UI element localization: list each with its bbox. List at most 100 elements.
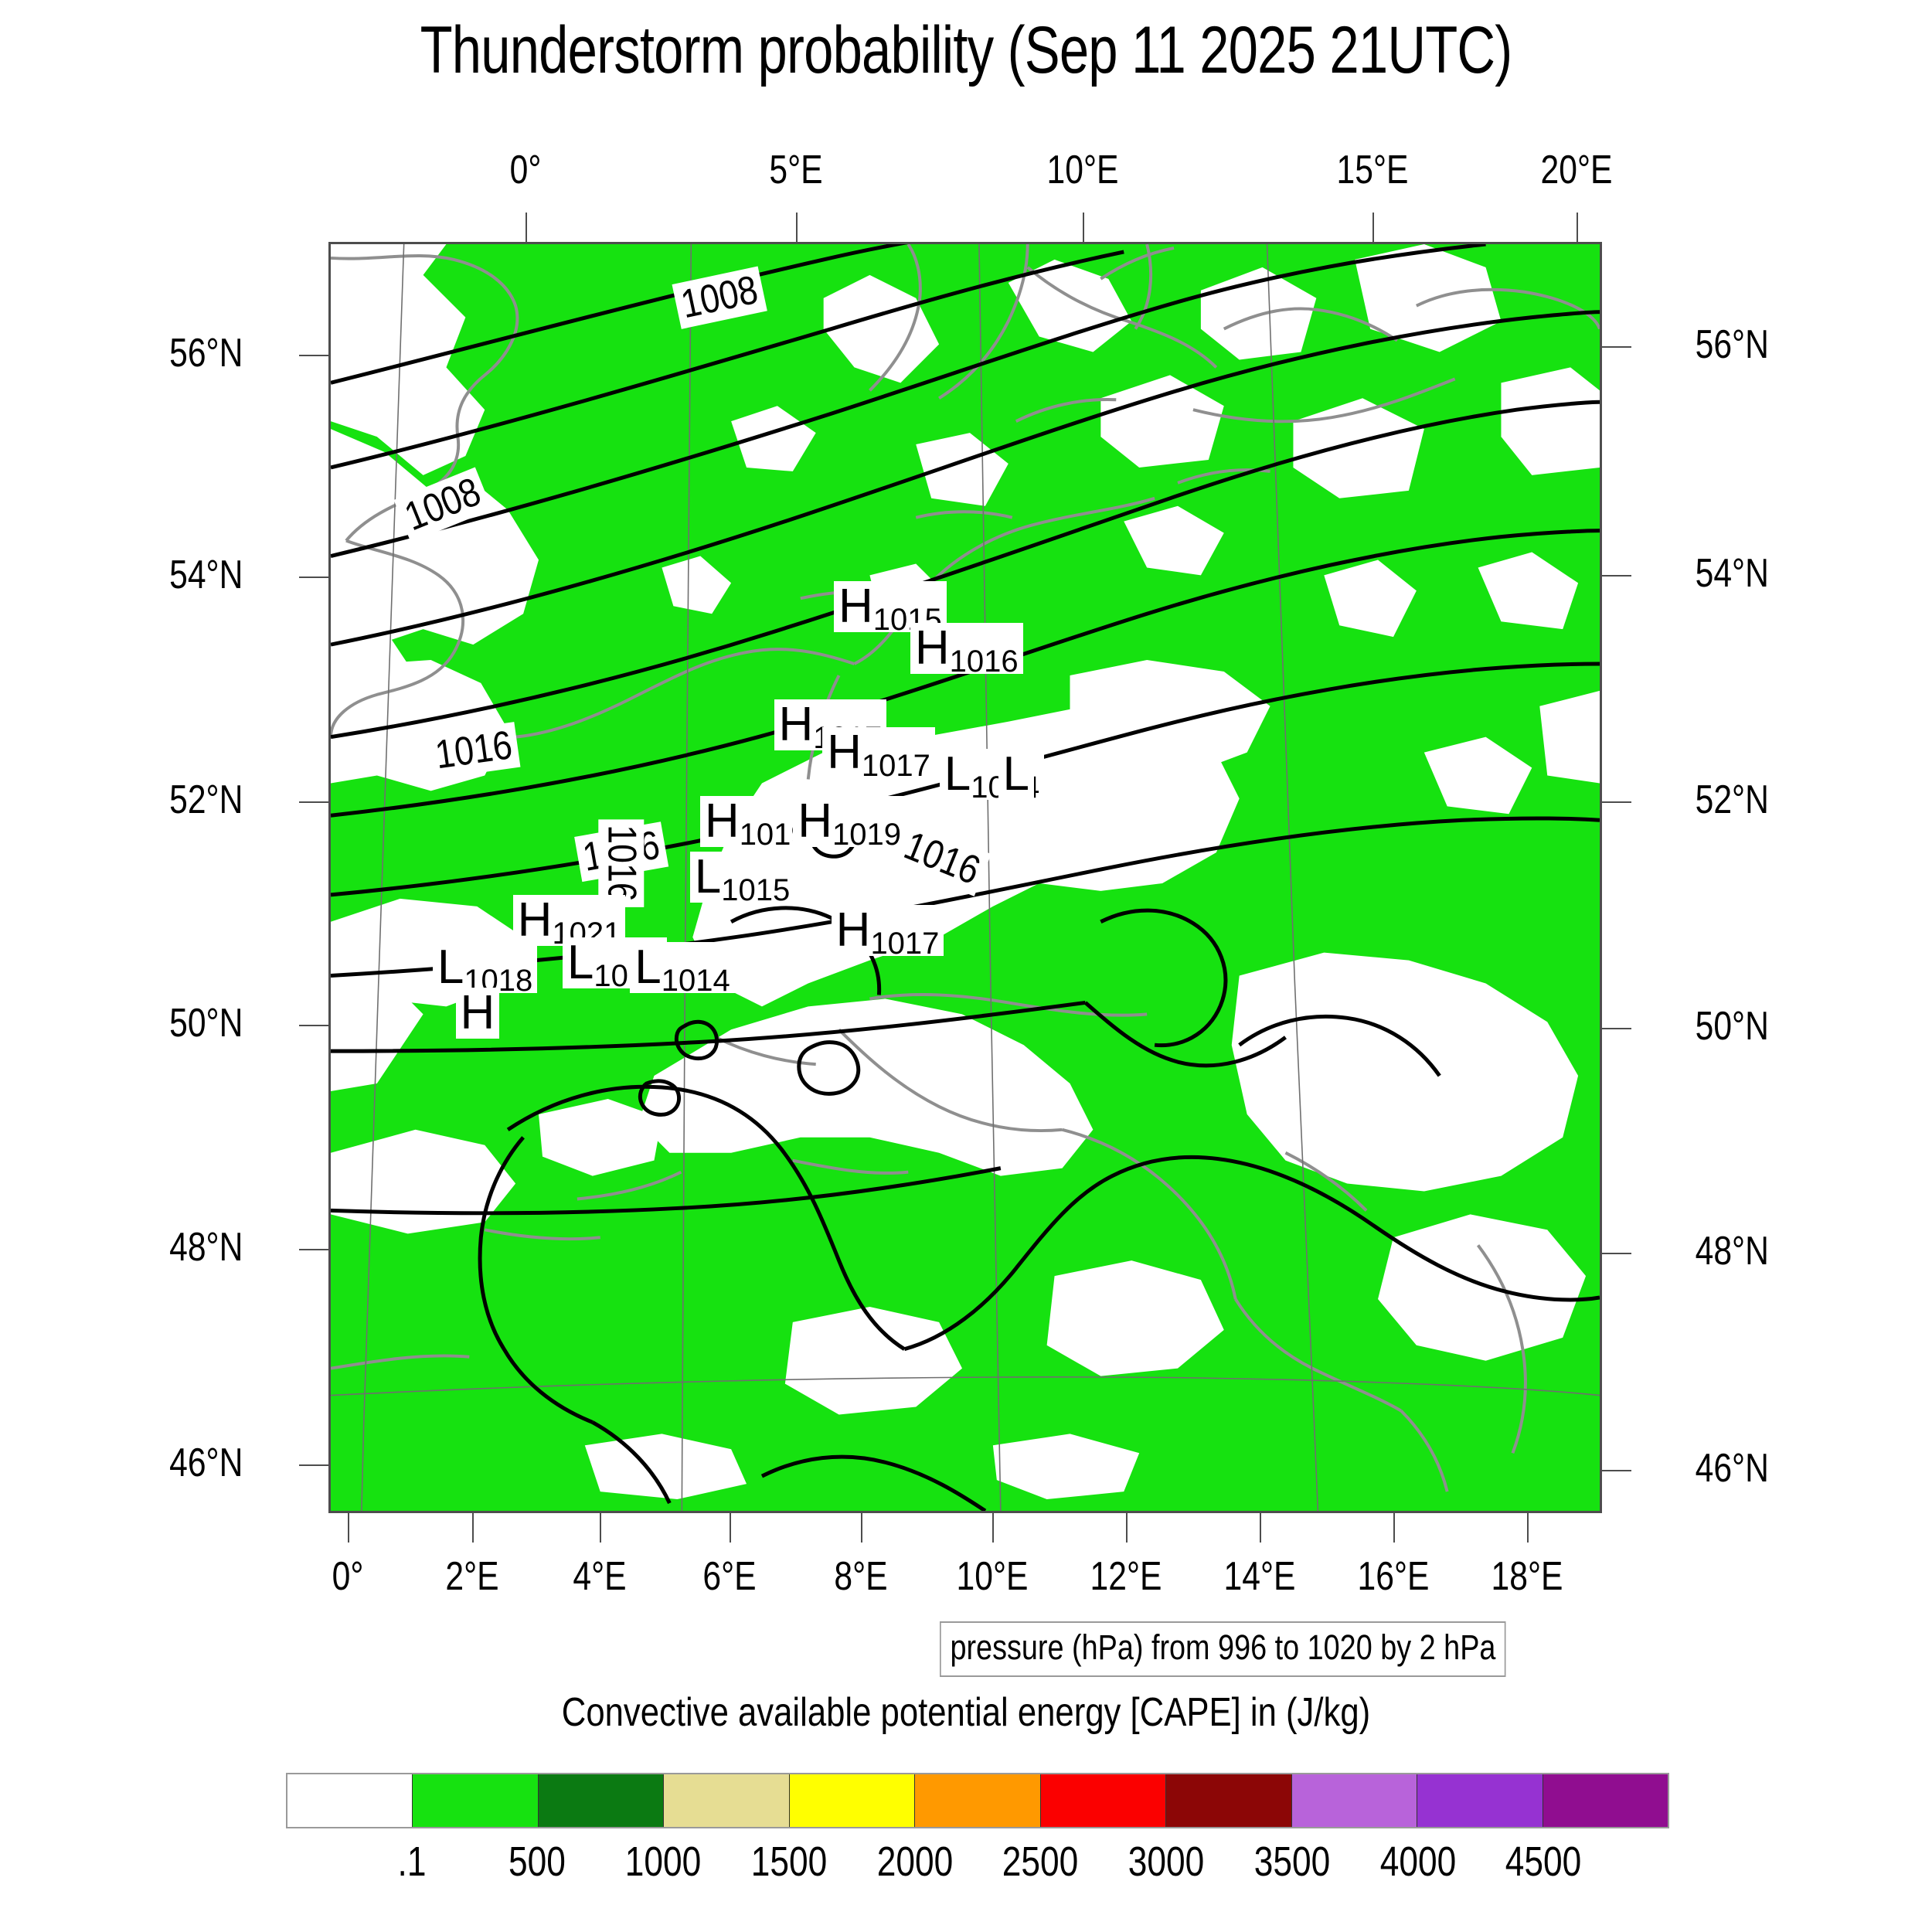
colorbar-swatch-2[interactable] [537, 1774, 664, 1827]
top-tick-label-1: 5°E [769, 148, 823, 192]
bottom-tick-label-4: 8°E [834, 1554, 888, 1599]
bottom-tick-label-2: 4°E [573, 1554, 627, 1599]
colorbar-swatch-8[interactable] [1291, 1774, 1417, 1827]
top-tick-label-0: 0° [510, 148, 542, 192]
pressure-center-high-14: H [455, 986, 500, 1040]
colorbar-swatch-4[interactable] [788, 1774, 915, 1827]
right-tick-label-0: 56°N [1695, 321, 1769, 367]
pressure-center-type: H [704, 794, 740, 848]
colorbar-tick-0: .1 [397, 1838, 427, 1885]
bottom-tick-label-8: 16°E [1357, 1554, 1430, 1599]
cape-colorbar[interactable] [286, 1773, 1669, 1828]
right-tick-mark-4 [1602, 1252, 1631, 1254]
pressure-center-type: H [835, 903, 871, 957]
pressure-center-type: H [798, 794, 832, 848]
isobar-layer [331, 244, 1600, 1511]
pressure-center-type: L [944, 747, 971, 801]
bottom-tick-mark-9 [1526, 1513, 1529, 1543]
right-tick-mark-5 [1602, 1470, 1631, 1472]
pressure-center-type: H [838, 579, 873, 633]
bottom-tick-mark-7 [1259, 1513, 1261, 1543]
top-tick-mark-4 [1577, 213, 1579, 242]
bottom-tick-label-1: 2°E [445, 1554, 499, 1599]
colorbar-tick-8: 4000 [1379, 1838, 1456, 1885]
right-tick-label-2: 52°N [1695, 777, 1769, 822]
colorbar-caption: Convective available potential energy [C… [561, 1690, 1371, 1735]
bottom-tick-label-3: 6°E [702, 1554, 757, 1599]
left-tick-label-5: 46°N [169, 1440, 243, 1486]
colorbar-swatch-1[interactable] [412, 1774, 538, 1827]
colorbar-swatch-10[interactable] [1542, 1774, 1668, 1827]
map-plot-area[interactable]: 100810081016101610161016 H1015H1016H1017… [328, 242, 1602, 1513]
left-tick-label-3: 50°N [169, 1001, 243, 1046]
colorbar-tick-4: 2000 [876, 1838, 953, 1885]
right-tick-label-1: 54°N [1695, 550, 1769, 596]
pressure-center-high-0: H1015 [833, 579, 947, 635]
pressure-center-value: 1017 [861, 749, 930, 784]
pressure-center-type: L [437, 940, 464, 995]
pressure-center-low-13: L1014 [630, 940, 735, 996]
colorbar-swatch-9[interactable] [1417, 1774, 1543, 1827]
bottom-tick-mark-5 [992, 1513, 994, 1543]
right-tick-mark-1 [1602, 574, 1631, 577]
top-tick-mark-2 [1082, 213, 1084, 242]
pressure-center-low-11: L1018 [432, 940, 538, 996]
right-tick-label-5: 46°N [1695, 1446, 1769, 1492]
bottom-tick-label-9: 18°E [1491, 1554, 1563, 1599]
left-tick-label-0: 56°N [169, 331, 243, 376]
colorbar-swatch-0[interactable] [287, 1774, 413, 1827]
top-tick-mark-0 [526, 213, 528, 242]
right-tick-mark-0 [1602, 345, 1631, 348]
colorbar-swatch-6[interactable] [1039, 1774, 1166, 1827]
right-tick-mark-2 [1602, 801, 1631, 803]
pressure-center-type: L [566, 935, 594, 989]
top-tick-mark-3 [1372, 213, 1375, 242]
colorbar-swatch-3[interactable] [663, 1774, 789, 1827]
pressure-center-type: L [694, 850, 722, 904]
right-tick-mark-3 [1602, 1027, 1631, 1029]
pressure-center-high-3: H1017 [822, 726, 935, 781]
bottom-tick-mark-8 [1393, 1513, 1395, 1543]
pressure-center-type: L [1002, 747, 1030, 801]
pressure-center-value: 1015 [721, 873, 791, 908]
pressure-center-value: 1019 [832, 817, 901, 852]
right-tick-label-3: 50°N [1695, 1003, 1769, 1049]
pressure-center-type: H [827, 726, 862, 780]
pressure-center-type: H [460, 986, 495, 1040]
map-canvas: 100810081016101610161016 H1015H1016H1017… [331, 244, 1600, 1511]
bottom-tick-mark-6 [1125, 1513, 1128, 1543]
colorbar-tick-1: 500 [509, 1838, 566, 1885]
left-tick-label-4: 48°N [169, 1224, 243, 1270]
top-tick-mark-1 [795, 213, 798, 242]
colorbar-tick-9: 4500 [1505, 1838, 1582, 1885]
pressure-center-value: 1014 [661, 964, 730, 998]
left-tick-mark-2 [299, 801, 328, 803]
contour-value-label-4: 1016 [598, 819, 645, 907]
colorbar-tick-6: 3000 [1128, 1838, 1205, 1885]
pressure-center-high-1: H1016 [910, 621, 1023, 677]
colorbar-swatch-5[interactable] [914, 1774, 1040, 1827]
pressure-center-type: L [634, 940, 662, 995]
bottom-tick-mark-1 [472, 1513, 474, 1543]
bottom-tick-mark-0 [347, 1513, 349, 1543]
top-tick-label-4: 20°E [1540, 148, 1613, 192]
pressure-center-value: 1017 [870, 927, 940, 961]
bottom-tick-mark-3 [730, 1513, 732, 1543]
pressure-center-type: H [778, 697, 814, 751]
left-tick-mark-5 [299, 1464, 328, 1467]
left-tick-mark-3 [299, 1025, 328, 1027]
colorbar-tick-3: 1500 [750, 1838, 828, 1885]
bottom-tick-label-6: 12°E [1090, 1554, 1162, 1599]
pressure-contour-note: pressure (hPa) from 996 to 1020 by 2 hPa [940, 1621, 1506, 1677]
colorbar-tick-2: 1000 [624, 1838, 702, 1885]
bottom-tick-mark-2 [600, 1513, 602, 1543]
pressure-center-type: H [914, 621, 950, 675]
colorbar-tick-7: 3500 [1253, 1838, 1331, 1885]
left-tick-label-1: 54°N [169, 552, 243, 597]
colorbar-tick-labels: .1 500 1000 1500 2000 2500 3000 3500 4000 4500 [286, 1838, 1669, 1892]
top-tick-label-2: 10°E [1046, 148, 1119, 192]
left-tick-mark-1 [299, 576, 328, 578]
colorbar-swatch-7[interactable] [1165, 1774, 1291, 1827]
left-tick-mark-4 [299, 1248, 328, 1250]
colorbar-tick-5: 2500 [1002, 1838, 1079, 1885]
